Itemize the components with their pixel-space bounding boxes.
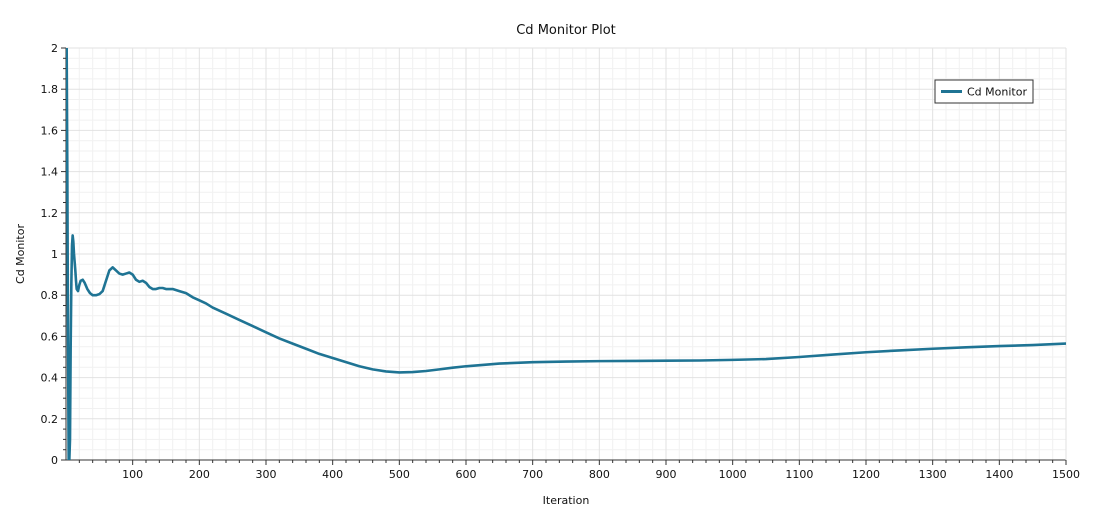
y-tick-label: 1.2 xyxy=(41,207,59,220)
y-axis-ticks: 0 0.2 0.4 0.6 0.8 1 1.2 1.4 1.6 1.8 2 xyxy=(41,42,66,467)
y-tick-label: 1.8 xyxy=(41,83,59,96)
x-tick-label: 1000 xyxy=(719,468,747,481)
y-axis-title: Cd Monitor xyxy=(14,224,27,284)
x-tick-label: 1400 xyxy=(985,468,1013,481)
y-tick-label: 2 xyxy=(51,42,58,55)
series-line-cd-monitor xyxy=(66,48,1066,460)
y-tick-label: 0.4 xyxy=(41,372,59,385)
x-tick-label: 100 xyxy=(122,468,143,481)
x-tick-label: 300 xyxy=(256,468,277,481)
x-tick-label: 1200 xyxy=(852,468,880,481)
y-tick-label: 0.6 xyxy=(41,330,59,343)
x-axis-title: Iteration xyxy=(543,494,590,507)
series-layer xyxy=(66,48,1066,460)
y-tick-label: 0 xyxy=(51,454,58,467)
y-tick-label: 0.2 xyxy=(41,413,59,426)
y-tick-label: 1.4 xyxy=(41,166,59,179)
x-tick-label: 600 xyxy=(456,468,477,481)
x-tick-label: 200 xyxy=(189,468,210,481)
x-tick-label: 500 xyxy=(389,468,410,481)
x-tick-label: 900 xyxy=(656,468,677,481)
major-grid xyxy=(66,47,1066,460)
x-tick-label: 1500 xyxy=(1052,468,1080,481)
x-tick-label: 1300 xyxy=(919,468,947,481)
x-tick-label: 1100 xyxy=(785,468,813,481)
chart-title: Cd Monitor Plot xyxy=(516,23,616,38)
y-tick-label: 1 xyxy=(51,248,58,261)
legend-label: Cd Monitor xyxy=(967,86,1027,99)
legend-box xyxy=(934,79,1034,104)
legend: Cd Monitor xyxy=(934,79,1034,104)
x-tick-label: 400 xyxy=(322,468,343,481)
x-axis-ticks: 100 200 300 400 500 600 700 800 900 1000 1100 1200 1… xyxy=(78,460,1080,481)
x-tick-label: 700 xyxy=(522,468,543,481)
x-tick-label: 800 xyxy=(589,468,610,481)
y-tick-label: 0.8 xyxy=(41,289,59,302)
y-tick-label: 1.6 xyxy=(41,124,59,137)
